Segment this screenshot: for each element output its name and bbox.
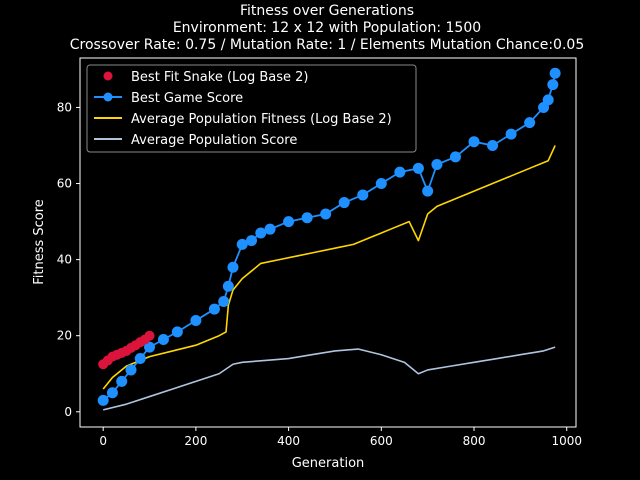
data-point	[134, 353, 146, 365]
data-point	[246, 235, 258, 247]
y-tick-label: 60	[57, 177, 72, 191]
y-axis-label: Fitness Score	[32, 199, 47, 285]
series-0	[98, 330, 155, 370]
chart-title: Fitness over Generations	[240, 3, 414, 19]
y-tick-label: 0	[64, 405, 72, 419]
series-line	[102, 145, 556, 390]
x-tick-label: 0	[99, 434, 107, 448]
series-1	[97, 67, 561, 406]
x-tick-label: 800	[463, 434, 486, 448]
axes-frame	[79, 57, 577, 428]
data-point	[468, 136, 480, 148]
legend-marker	[103, 92, 113, 102]
data-point	[487, 139, 499, 151]
legend-label: Average Population Fitness (Log Base 2)	[131, 112, 392, 127]
data-point	[320, 208, 332, 220]
chart-subtitle-line-1: Environment: 12 x 12 with Population: 15…	[173, 20, 481, 36]
data-point	[301, 212, 313, 224]
legend-label: Best Fit Snake (Log Base 2)	[131, 70, 309, 85]
data-point	[171, 326, 183, 338]
data-point	[524, 117, 536, 129]
data-point	[208, 303, 220, 315]
data-point	[547, 79, 559, 91]
legend-label: Best Game Score	[131, 91, 243, 106]
data-point	[431, 159, 443, 171]
data-point	[449, 151, 461, 163]
series-2	[102, 145, 556, 390]
legend-label: Average Population Score	[131, 133, 297, 148]
y-tick-label: 80	[57, 100, 72, 114]
data-point	[338, 197, 350, 209]
series-line	[102, 346, 556, 411]
data-point	[549, 67, 561, 79]
x-tick-label: 600	[370, 434, 393, 448]
data-point	[97, 394, 109, 406]
data-point	[357, 189, 369, 201]
data-point	[106, 387, 118, 399]
legend-box	[86, 64, 417, 153]
data-point	[125, 364, 137, 376]
data-point	[255, 227, 267, 239]
data-point	[227, 261, 239, 273]
y-axis: 0 20 40 60 80	[57, 100, 80, 419]
data-point	[412, 162, 424, 174]
data-point	[394, 166, 406, 178]
series-3	[102, 346, 556, 411]
data-point	[218, 295, 230, 307]
data-point	[144, 341, 156, 353]
data-point	[505, 128, 517, 140]
x-tick-label: 1000	[551, 434, 582, 448]
x-axis-label: Generation	[292, 456, 365, 471]
legend: Best Fit Snake (Log Base 2) Best Game Sco…	[86, 64, 417, 153]
data-point	[144, 330, 155, 341]
data-point	[264, 223, 276, 235]
chart-subtitle-line-2: Crossover Rate: 0.75 / Mutation Rate: 1 …	[70, 37, 584, 53]
data-point	[157, 334, 169, 346]
data-point	[283, 216, 295, 228]
data-point	[222, 280, 234, 292]
data-point	[542, 94, 554, 106]
x-tick-label: 200	[184, 434, 207, 448]
data-point	[116, 375, 128, 387]
x-axis: 0 200 400 600 800 1000	[99, 427, 582, 448]
plot-area	[97, 67, 561, 411]
data-point	[236, 238, 248, 250]
data-point	[375, 178, 387, 190]
y-tick-label: 20	[57, 329, 72, 343]
legend-marker	[103, 71, 113, 81]
data-point	[190, 314, 202, 326]
x-tick-label: 400	[277, 434, 300, 448]
data-point	[422, 185, 434, 197]
y-tick-label: 40	[57, 253, 72, 267]
